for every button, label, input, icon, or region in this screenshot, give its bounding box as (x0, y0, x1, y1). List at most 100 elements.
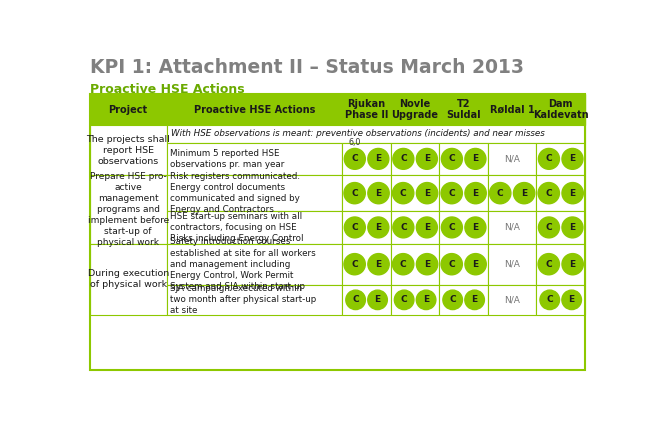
Circle shape (465, 149, 486, 169)
Text: E: E (569, 260, 576, 269)
Bar (90, 93, 585, 370)
Text: C: C (400, 155, 407, 163)
Bar (440, 211, 488, 244)
Bar (537, 285, 585, 315)
Circle shape (346, 290, 365, 309)
Bar (537, 175, 585, 211)
Circle shape (417, 253, 438, 275)
Circle shape (441, 149, 462, 169)
Text: The projects shall
report HSE
observations: The projects shall report HSE observatio… (86, 135, 170, 166)
Circle shape (465, 217, 486, 238)
Circle shape (441, 253, 462, 275)
Bar (90, 244, 167, 315)
Bar (90, 93, 167, 125)
Circle shape (368, 290, 387, 309)
Bar (440, 175, 488, 211)
Text: E: E (472, 260, 479, 269)
Circle shape (539, 149, 560, 169)
Circle shape (441, 217, 462, 238)
Circle shape (562, 217, 583, 238)
Text: Safety introduction courses
established at site for all workers
and management i: Safety introduction courses established … (171, 237, 316, 291)
Bar (167, 175, 342, 211)
Bar (537, 143, 585, 175)
Text: C: C (545, 260, 552, 269)
Circle shape (562, 290, 581, 309)
Circle shape (465, 183, 486, 204)
Circle shape (417, 217, 438, 238)
Bar (391, 93, 440, 125)
Text: E: E (569, 223, 575, 232)
Bar (342, 285, 391, 315)
Circle shape (562, 149, 583, 169)
Bar (167, 285, 342, 315)
Bar (440, 143, 488, 175)
Text: E: E (472, 223, 478, 232)
Text: Dam
Kaldevatn: Dam Kaldevatn (533, 99, 588, 120)
Text: C: C (546, 223, 552, 232)
Text: C: C (448, 189, 455, 197)
Text: Risk registers communicated.
Energy control documents
communicated and signed by: Risk registers communicated. Energy cont… (171, 172, 300, 214)
Bar (342, 93, 391, 125)
Bar (440, 285, 488, 315)
Bar (391, 285, 440, 315)
Bar (90, 125, 167, 175)
Text: E: E (472, 189, 479, 197)
Circle shape (368, 253, 389, 275)
Circle shape (443, 290, 462, 309)
Text: E: E (424, 223, 430, 232)
Circle shape (538, 183, 560, 204)
Bar (440, 244, 488, 285)
Circle shape (394, 290, 414, 309)
Text: With HSE observations is meant: preventive observations (incidents) and near mis: With HSE observations is meant: preventi… (171, 130, 545, 139)
Text: N/A: N/A (504, 296, 520, 304)
Text: T2
Suldal: T2 Suldal (446, 99, 481, 120)
Circle shape (539, 217, 560, 238)
Circle shape (417, 183, 438, 204)
Text: Novle
Upgrade: Novle Upgrade (392, 99, 439, 120)
Text: C: C (449, 155, 455, 163)
Text: Proactive HSE Actions: Proactive HSE Actions (90, 83, 245, 96)
Bar (488, 285, 537, 315)
Text: C: C (352, 223, 358, 232)
Text: E: E (521, 189, 527, 197)
Circle shape (538, 253, 560, 275)
Bar (488, 244, 537, 285)
Text: E: E (424, 155, 430, 163)
Text: E: E (375, 155, 381, 163)
Text: Proactive HSE Actions: Proactive HSE Actions (194, 104, 315, 115)
Bar (488, 143, 537, 175)
Circle shape (393, 149, 414, 169)
Bar (488, 93, 537, 125)
Bar (391, 211, 440, 244)
Bar (391, 244, 440, 285)
Text: E: E (424, 260, 430, 269)
Bar (488, 211, 537, 244)
Text: C: C (400, 189, 407, 197)
Bar (90, 175, 167, 244)
Text: C: C (546, 296, 553, 304)
Circle shape (344, 217, 365, 238)
Circle shape (465, 290, 484, 309)
Bar (167, 211, 342, 244)
Text: C: C (352, 296, 359, 304)
Text: N/A: N/A (504, 260, 520, 269)
Text: SJA campaign executed within
two month after physical start-up
at site: SJA campaign executed within two month a… (171, 284, 317, 315)
Text: E: E (472, 296, 478, 304)
Circle shape (344, 183, 365, 204)
Bar (342, 211, 391, 244)
Text: E: E (423, 296, 429, 304)
Text: E: E (569, 296, 575, 304)
Bar (488, 175, 537, 211)
Circle shape (417, 290, 436, 309)
Bar (342, 143, 391, 175)
Bar (342, 244, 391, 285)
Bar (167, 244, 342, 285)
Text: C: C (546, 155, 552, 163)
Text: Rjukan
Phase II: Rjukan Phase II (345, 99, 388, 120)
Circle shape (368, 217, 389, 238)
Bar (391, 175, 440, 211)
Text: C: C (448, 260, 455, 269)
Text: N/A: N/A (504, 155, 520, 163)
Text: C: C (449, 296, 456, 304)
Bar (391, 143, 440, 175)
